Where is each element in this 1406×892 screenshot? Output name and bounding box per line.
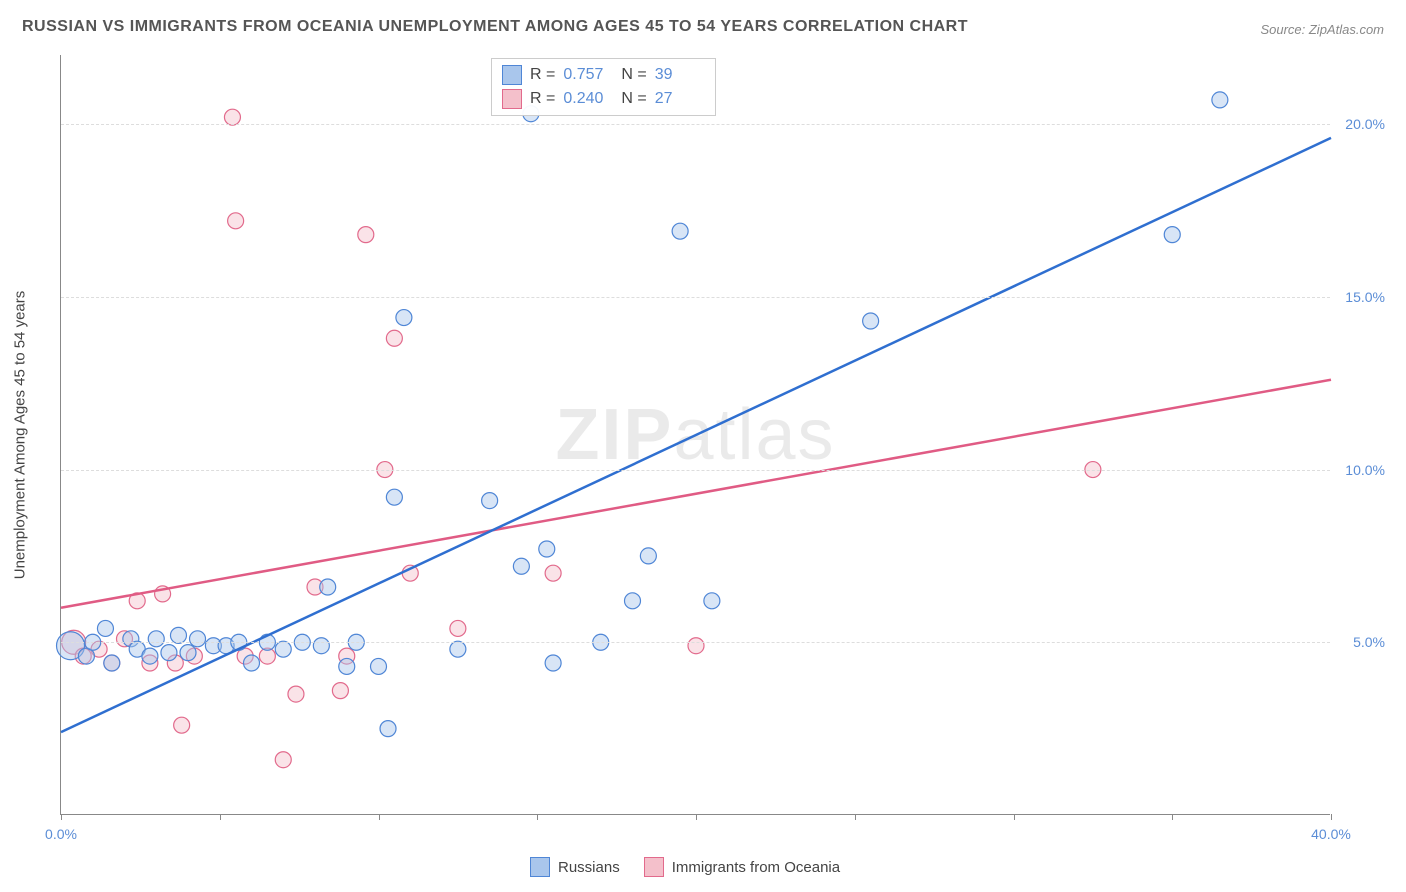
regression-line bbox=[61, 380, 1331, 608]
gridline-h bbox=[61, 642, 1330, 643]
x-tick bbox=[379, 814, 380, 820]
stats-row-1: R = 0.240 N = 27 bbox=[502, 87, 705, 111]
data-point bbox=[545, 655, 561, 671]
data-point bbox=[244, 655, 260, 671]
data-point bbox=[275, 752, 291, 768]
series-swatch-0 bbox=[502, 65, 522, 85]
x-tick bbox=[1014, 814, 1015, 820]
n-value-0: 39 bbox=[655, 66, 705, 84]
stats-legend: R = 0.757 N = 39 R = 0.240 N = 27 bbox=[491, 58, 716, 116]
data-point bbox=[180, 645, 196, 661]
data-point bbox=[482, 493, 498, 509]
y-tick-label: 15.0% bbox=[1345, 289, 1385, 305]
data-point bbox=[1164, 227, 1180, 243]
data-point bbox=[625, 593, 641, 609]
x-tick bbox=[855, 814, 856, 820]
r-label: R = bbox=[530, 66, 555, 84]
data-point bbox=[190, 631, 206, 647]
data-point bbox=[863, 313, 879, 329]
data-point bbox=[142, 648, 158, 664]
plot-svg bbox=[61, 55, 1331, 815]
data-point bbox=[386, 489, 402, 505]
data-point bbox=[313, 638, 329, 654]
data-point bbox=[339, 658, 355, 674]
data-point bbox=[170, 627, 186, 643]
source-attribution: Source: ZipAtlas.com bbox=[1260, 22, 1384, 37]
legend-label-0: Russians bbox=[558, 859, 620, 876]
data-point bbox=[104, 655, 120, 671]
r-value-0: 0.757 bbox=[563, 66, 613, 84]
series-swatch-1 bbox=[502, 89, 522, 109]
data-point bbox=[396, 310, 412, 326]
r-value-1: 0.240 bbox=[563, 90, 613, 108]
legend-swatch-1 bbox=[644, 857, 664, 877]
data-point bbox=[148, 631, 164, 647]
data-point bbox=[174, 717, 190, 733]
legend-label-1: Immigrants from Oceania bbox=[672, 859, 840, 876]
gridline-h bbox=[61, 124, 1330, 125]
data-point bbox=[358, 227, 374, 243]
gridline-h bbox=[61, 470, 1330, 471]
data-point bbox=[545, 565, 561, 581]
data-point bbox=[161, 645, 177, 661]
chart-title: RUSSIAN VS IMMIGRANTS FROM OCEANIA UNEMP… bbox=[22, 18, 968, 36]
x-tick bbox=[1172, 814, 1173, 820]
x-tick bbox=[1331, 814, 1332, 820]
data-point bbox=[224, 109, 240, 125]
y-tick-label: 5.0% bbox=[1353, 634, 1385, 650]
x-tick bbox=[220, 814, 221, 820]
y-axis-label: Unemployment Among Ages 45 to 54 years bbox=[12, 291, 29, 580]
data-point bbox=[97, 620, 113, 636]
data-point bbox=[288, 686, 304, 702]
x-tick bbox=[696, 814, 697, 820]
data-point bbox=[450, 620, 466, 636]
y-tick-label: 20.0% bbox=[1345, 116, 1385, 132]
legend-item-1: Immigrants from Oceania bbox=[644, 857, 840, 877]
x-tick-label: 0.0% bbox=[45, 826, 77, 842]
x-tick bbox=[537, 814, 538, 820]
x-tick-label: 40.0% bbox=[1311, 826, 1351, 842]
data-point bbox=[513, 558, 529, 574]
n-label: N = bbox=[621, 66, 646, 84]
data-point bbox=[672, 223, 688, 239]
n-label: N = bbox=[621, 90, 646, 108]
data-point bbox=[386, 330, 402, 346]
gridline-h bbox=[61, 297, 1330, 298]
r-label: R = bbox=[530, 90, 555, 108]
plot-area: ZIPatlas R = 0.757 N = 39 R = 0.240 N = … bbox=[60, 55, 1330, 815]
data-point bbox=[1212, 92, 1228, 108]
data-point bbox=[371, 658, 387, 674]
data-point bbox=[539, 541, 555, 557]
data-point bbox=[320, 579, 336, 595]
legend-item-0: Russians bbox=[530, 857, 620, 877]
y-tick-label: 10.0% bbox=[1345, 462, 1385, 478]
data-point bbox=[704, 593, 720, 609]
data-point bbox=[332, 683, 348, 699]
data-point bbox=[688, 638, 704, 654]
series-legend: Russians Immigrants from Oceania bbox=[530, 857, 840, 877]
n-value-1: 27 bbox=[655, 90, 705, 108]
data-point bbox=[275, 641, 291, 657]
data-point bbox=[380, 721, 396, 737]
legend-swatch-0 bbox=[530, 857, 550, 877]
stats-row-0: R = 0.757 N = 39 bbox=[502, 63, 705, 87]
data-point bbox=[450, 641, 466, 657]
chart-container: Unemployment Among Ages 45 to 54 years Z… bbox=[60, 55, 1380, 845]
data-point bbox=[228, 213, 244, 229]
x-tick bbox=[61, 814, 62, 820]
data-point bbox=[640, 548, 656, 564]
